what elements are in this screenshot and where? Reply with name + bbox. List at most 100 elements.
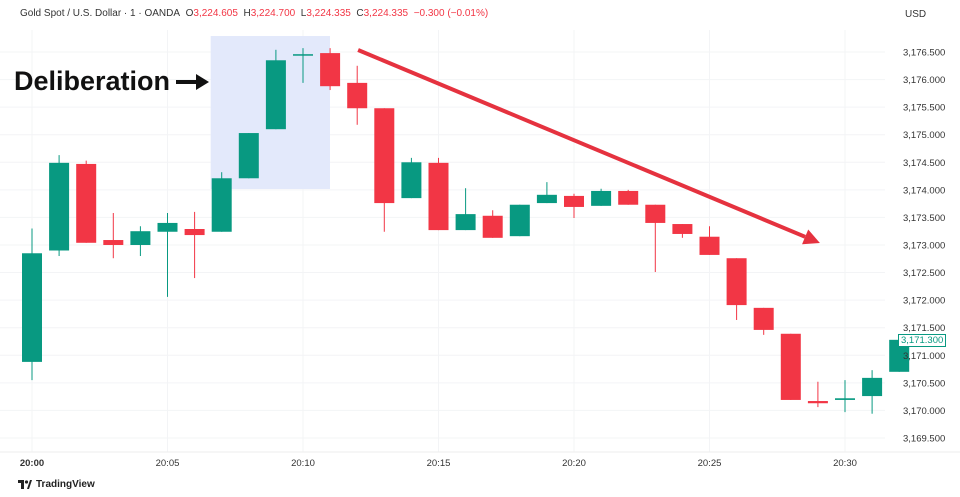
time-tick-label: 20:00 (20, 458, 44, 469)
candle-body (807, 401, 828, 404)
price-tick-label: 3,175.500 (903, 103, 945, 114)
price-tick-label: 3,173.000 (903, 240, 945, 251)
currency-label[interactable]: USD (905, 9, 927, 20)
candle-body (157, 222, 178, 232)
arrow-right-icon (176, 73, 210, 90)
candle-2016 (455, 188, 476, 231)
candle-body (509, 204, 530, 237)
close-value: 3,224.335 (363, 8, 409, 19)
candle-2026 (726, 258, 747, 320)
candle-body (726, 258, 747, 306)
candle-body (401, 162, 422, 199)
price-tick-label: 3,170.500 (903, 378, 945, 389)
time-axis[interactable]: 20:00 20:05 20:10 20:15 20:20 20:25 20:30 (0, 451, 960, 469)
candle-body (238, 133, 259, 179)
trend-arrow-head (802, 229, 820, 245)
candle-2020 (564, 193, 584, 218)
candle-body (645, 204, 666, 223)
price-tick-label: 3,175.000 (903, 130, 945, 141)
candle-body (482, 215, 503, 238)
time-tick-label: 20:25 (698, 458, 722, 469)
price-tick-label: 3,173.500 (903, 213, 945, 224)
candle-body (103, 240, 124, 245)
time-tick-label: 20:30 (833, 458, 857, 469)
price-axis[interactable]: 3,169.500 3,170.000 3,170.500 3,171.000 3,17… (903, 48, 945, 445)
candle-body (320, 53, 341, 87)
trend-arrow-shaft (357, 48, 806, 239)
candle-2009 (265, 49, 286, 130)
candle-body (835, 398, 855, 400)
time-tick-label: 20:20 (562, 458, 586, 469)
price-tick-label: 3,171.000 (903, 351, 945, 362)
candle-body (455, 214, 476, 231)
candle-2014 (401, 157, 422, 199)
candle-2029 (807, 381, 828, 408)
candle-body (618, 190, 639, 205)
change-value: −0.300 (−0.01%) (413, 8, 489, 19)
candle-body (293, 54, 313, 56)
candle-2007 (211, 172, 232, 232)
deliberation-annotation: Deliberation (14, 66, 210, 97)
last-price-label: 3,171.300 (898, 334, 947, 347)
candle-2011 (320, 48, 341, 91)
candle-2010 (293, 48, 313, 83)
low-value: 3,224.335 (306, 8, 351, 19)
candle-2023 (645, 204, 666, 273)
candle-2022 (618, 189, 639, 205)
candle-2021 (591, 188, 612, 206)
trend-arrow (357, 48, 820, 245)
candle-2028 (780, 333, 801, 400)
candle-body (536, 194, 557, 204)
price-tick-label: 3,171.500 (903, 323, 945, 334)
candle-2000 (22, 228, 42, 381)
candle-body (347, 82, 368, 109)
symbol-name: Gold Spot / U.S. Dollar · 1 · OANDA (20, 8, 181, 19)
candle-2015 (428, 157, 449, 231)
candle-body (780, 333, 801, 400)
candle-2027 (753, 307, 774, 335)
candle-2003 (103, 213, 124, 259)
candle-2012 (347, 65, 368, 125)
price-tick-label: 3,169.500 (903, 433, 945, 444)
candle-body (374, 108, 395, 204)
tradingview-logo[interactable]: TradingView (18, 479, 95, 490)
price-tick-label: 3,176.500 (903, 48, 945, 59)
time-tick-label: 20:10 (291, 458, 315, 469)
candle-body (130, 231, 151, 245)
candle-2006 (184, 211, 205, 279)
candle-body (49, 162, 70, 251)
price-tick-label: 3,172.000 (903, 296, 945, 307)
candle-body (753, 307, 774, 330)
candle-2030 (835, 380, 855, 413)
price-tick-label: 3,172.500 (903, 268, 945, 279)
candle-2001 (49, 155, 70, 257)
candle-body (862, 377, 883, 397)
candle-body (591, 190, 612, 206)
candle-body (184, 228, 205, 236)
high-value: 3,224.700 (250, 8, 296, 19)
price-tick-label: 3,176.000 (903, 75, 945, 86)
candle-body (699, 236, 720, 255)
time-tick-label: 20:05 (156, 458, 180, 469)
candle-2005 (157, 213, 178, 297)
candle-2008 (238, 133, 259, 179)
candle-body (211, 178, 232, 232)
candle-body (265, 60, 286, 130)
annotation-label: Deliberation (14, 66, 171, 96)
candle-2025 (699, 226, 720, 255)
candles (22, 48, 910, 414)
candle-body (564, 195, 584, 207)
price-tick-label: 3,174.000 (903, 185, 945, 196)
open-value: 3,224.605 (193, 8, 238, 19)
tradingview-logo-icon (18, 480, 32, 489)
symbol-legend: Gold Spot / U.S. Dollar · 1 · OANDA O3,2… (20, 8, 489, 19)
candle-2004 (130, 226, 151, 257)
candle-2031 (862, 370, 883, 414)
candle-body (428, 162, 449, 231)
candle-2024 (672, 224, 693, 238)
candle-body (889, 339, 910, 372)
candle-body (22, 253, 42, 362)
candle-body (76, 163, 97, 243)
time-tick-label: 20:15 (427, 458, 451, 469)
